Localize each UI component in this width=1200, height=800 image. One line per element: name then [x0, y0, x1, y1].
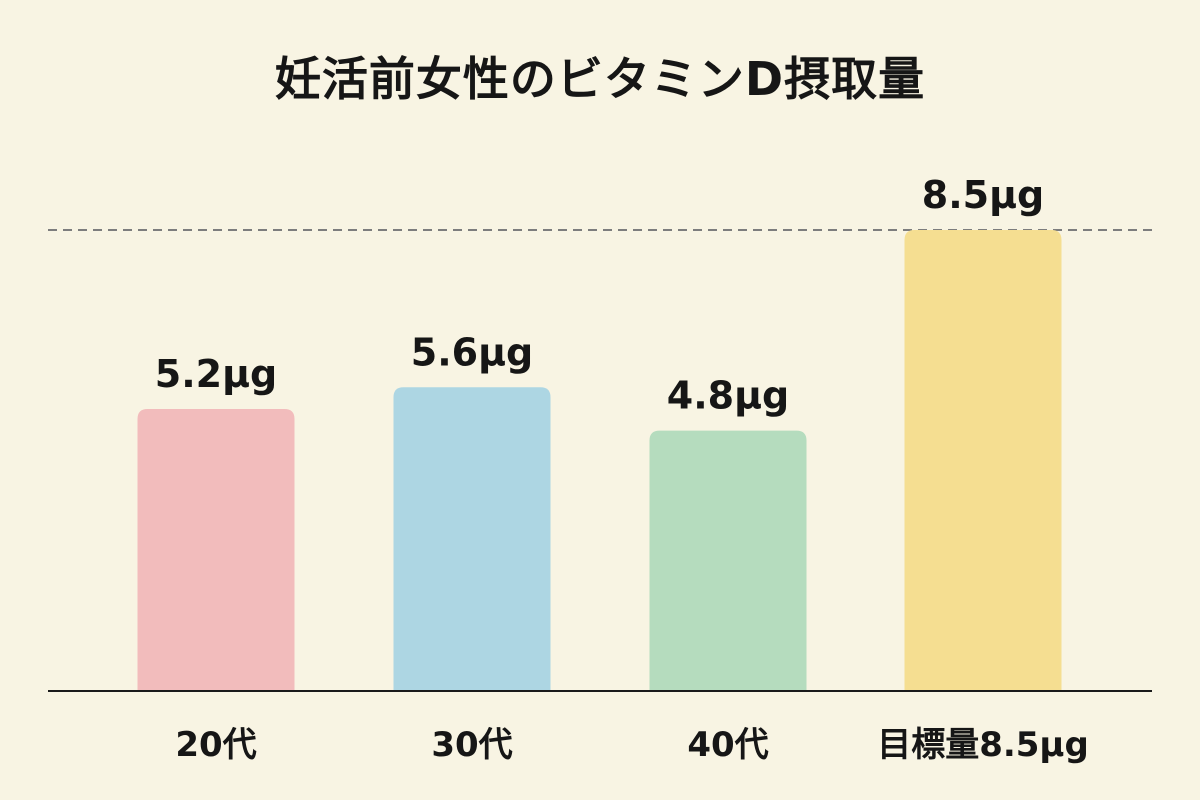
x-tick-label-2: 30代 — [431, 725, 512, 765]
bar-2 — [393, 387, 551, 691]
x-tick-label-4: 目標量8.5μg — [877, 725, 1089, 765]
x-tick-label-1: 20代 — [175, 725, 256, 765]
bar-3 — [649, 430, 807, 691]
data-label-4: 8.5μg — [922, 173, 1044, 217]
bar-1 — [137, 408, 295, 691]
data-label-3: 4.8μg — [667, 374, 789, 418]
chart-title: 妊活前女性のビタミンD摂取量 — [274, 52, 926, 106]
data-label-2: 5.6μg — [411, 330, 533, 374]
x-tick-label-3: 40代 — [687, 725, 768, 765]
data-label-1: 5.2μg — [155, 352, 277, 396]
bar-4 — [904, 230, 1062, 691]
